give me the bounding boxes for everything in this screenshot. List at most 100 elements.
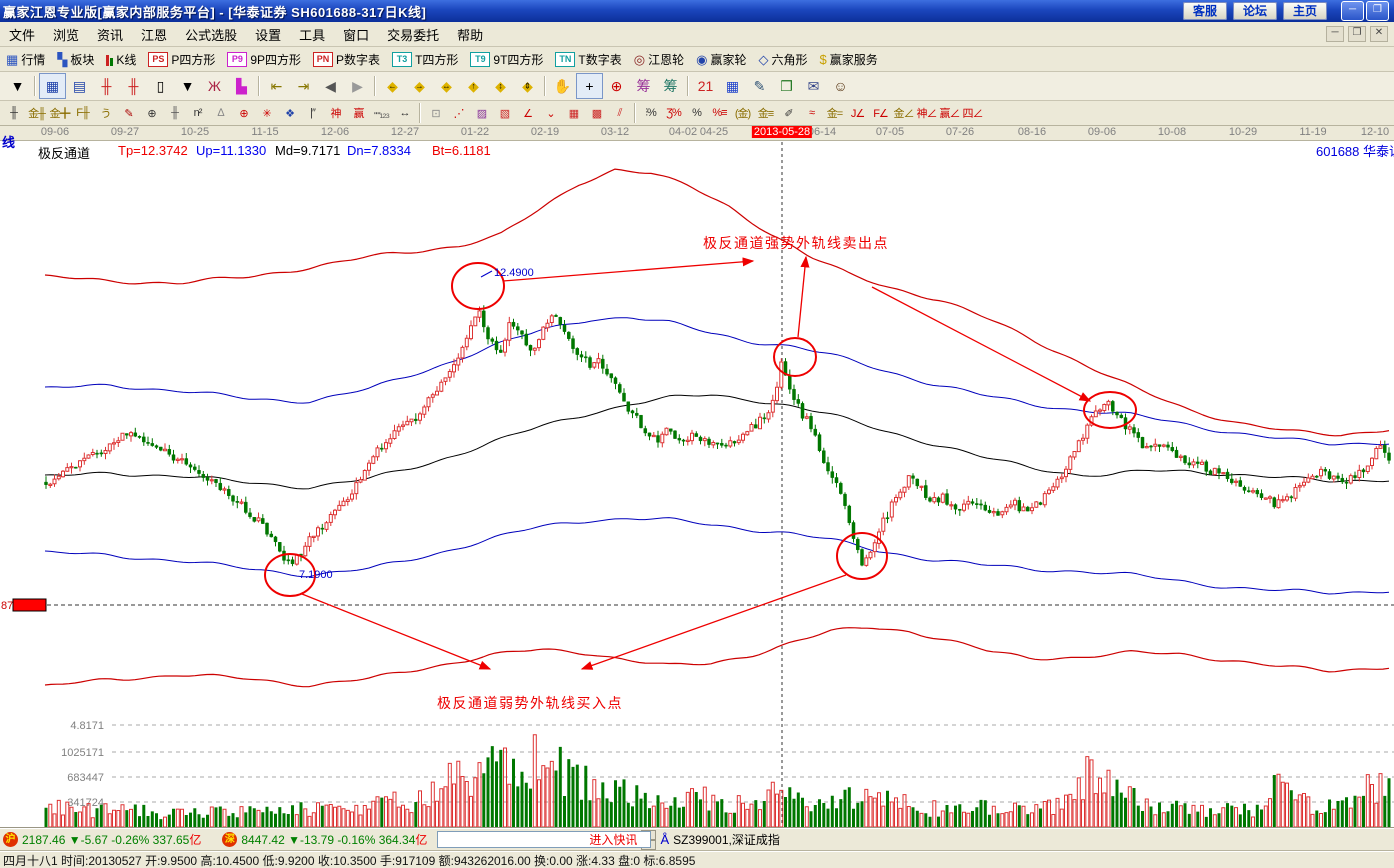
calendar-button[interactable]: 21 <box>692 73 719 99</box>
shanghai-index-icon[interactable]: 沪 <box>3 832 18 847</box>
gold-angle-button[interactable]: 金∠ <box>892 103 915 123</box>
k3-chart-button[interactable]: ╫ <box>93 73 120 99</box>
marker-pen-button[interactable]: ✎ <box>117 103 140 123</box>
gann-web2-button[interactable]: ❖ <box>278 103 301 123</box>
first-bar-button[interactable]: ⇤ <box>263 73 290 99</box>
menu-浏览[interactable]: 浏览 <box>44 22 88 47</box>
percent-col-button[interactable]: ⫶% <box>639 103 662 123</box>
menu-资讯[interactable]: 资讯 <box>88 22 132 47</box>
ruler-button[interactable]: ┉₁₂₃ <box>370 103 393 123</box>
diamond-hspan-button[interactable]: ◆↔ <box>433 73 460 99</box>
menu-江恩[interactable]: 江恩 <box>132 22 176 47</box>
candle-style-dropdown-button[interactable]: ▼ <box>174 73 201 99</box>
win-angle-button[interactable]: 赢∠ <box>938 103 961 123</box>
gann-web-button[interactable]: ✳ <box>255 103 278 123</box>
next-bar-button[interactable]: ▶ <box>344 73 371 99</box>
menu-设置[interactable]: 设置 <box>246 22 290 47</box>
toolbar-sectors[interactable]: ▚板块 <box>51 49 100 70</box>
toolbar-winner-service[interactable]: $赢家服务 <box>814 49 884 70</box>
wave-tool-button[interactable]: ≈ <box>800 103 823 123</box>
gold-grid-button[interactable]: 金╫ <box>25 103 48 123</box>
notes-button[interactable]: ✎ <box>746 73 773 99</box>
fan-lines-button[interactable]: ⋰ <box>447 103 470 123</box>
toolbar-kline[interactable]: K线 <box>100 49 142 70</box>
child-minimize-button[interactable]: ─ <box>1326 26 1344 42</box>
circle-grid-button[interactable]: ⊕ <box>140 103 163 123</box>
diamond-expand-button[interactable]: ◆⇕ <box>514 73 541 99</box>
shaded-box-button[interactable]: ▨ <box>470 103 493 123</box>
kline-chart-canvas[interactable]: 4.817110251716834473417248712.49007.1900… <box>0 141 1394 828</box>
chip-dist2-button[interactable]: 筹 <box>657 73 684 99</box>
toolbar-gann-wheel[interactable]: ◎江恩轮 <box>628 49 690 70</box>
diamond-left-button[interactable]: ◆← <box>379 73 406 99</box>
menu-交易委托[interactable]: 交易委托 <box>378 22 448 47</box>
gann-circle-button[interactable]: ⊕ <box>232 103 255 123</box>
toolbar-hexagon[interactable]: ◇六角形 <box>752 49 813 70</box>
j-angle-button[interactable]: J∠ <box>846 103 869 123</box>
diamond-right-button[interactable]: ◆→ <box>406 73 433 99</box>
grid-box2-button[interactable]: ▩ <box>585 103 608 123</box>
si-angle-button[interactable]: 四∠ <box>961 103 984 123</box>
menu-帮助[interactable]: 帮助 <box>448 22 492 47</box>
chip-dist-button[interactable]: 筹 <box>630 73 657 99</box>
gold-section-button[interactable]: (金) <box>731 103 754 123</box>
shaded-box2-button[interactable]: ▧ <box>493 103 516 123</box>
side-tab-kline[interactable]: 线 <box>2 132 15 151</box>
angle-fan-button[interactable]: ∠ <box>516 103 539 123</box>
grid-box-button[interactable]: ▦ <box>562 103 585 123</box>
gold-lines-button[interactable]: 金≡ <box>754 103 777 123</box>
child-close-button[interactable]: ✕ <box>1370 26 1388 42</box>
child-restore-button[interactable]: ❐ <box>1348 26 1366 42</box>
menu-文件[interactable]: 文件 <box>0 22 44 47</box>
brush-button[interactable]: ✐ <box>777 103 800 123</box>
k9-chart-button[interactable]: ╫ <box>120 73 147 99</box>
shen-angle-button[interactable]: 神∠ <box>915 103 938 123</box>
last-bar-button[interactable]: ⇥ <box>290 73 317 99</box>
save-button[interactable]: ❒ <box>773 73 800 99</box>
zoom-button[interactable]: ⊕ <box>603 73 630 99</box>
info-panel-button[interactable]: ▤ <box>66 73 93 99</box>
double-k-button[interactable]: Ж <box>201 73 228 99</box>
percent-lines-button[interactable]: %≡ <box>708 103 731 123</box>
remote-service-button[interactable]: ☺ <box>827 73 854 99</box>
fib-grid-button[interactable]: F╫ <box>71 103 94 123</box>
chart-layout-button[interactable]: ▦ <box>39 73 66 99</box>
quick-link[interactable]: 进入快讯 <box>589 831 637 848</box>
homepage-button[interactable]: 主页 <box>1283 2 1327 20</box>
percent-zone-button[interactable]: Ʒ% <box>662 103 685 123</box>
grid2-button[interactable]: ╫ <box>163 103 186 123</box>
restore-button[interactable]: ❐ <box>1366 1 1389 21</box>
gann-grid-button[interactable]: ╫ <box>2 103 25 123</box>
crosshair-button[interactable]: + <box>576 73 603 99</box>
diamond-up-button[interactable]: ◆↑ <box>460 73 487 99</box>
bar-measure-button[interactable]: |″ <box>301 103 324 123</box>
gold-channel-button[interactable]: 金= <box>823 103 846 123</box>
n-square-button[interactable]: n² <box>186 103 209 123</box>
toolbar-quotes[interactable]: ▦行情 <box>0 49 51 70</box>
toolbar-winner-wheel[interactable]: ◉赢家轮 <box>690 49 752 70</box>
box-tool-button[interactable]: ⊡ <box>424 103 447 123</box>
span-measure-button[interactable]: ↔ <box>393 103 416 123</box>
menu-窗口[interactable]: 窗口 <box>334 22 378 47</box>
spiral-button[interactable]: う <box>94 103 117 123</box>
menu-工具[interactable]: 工具 <box>290 22 334 47</box>
shenzhen-index-icon[interactable]: 深 <box>222 832 237 847</box>
period-dropdown-button[interactable]: ▼ <box>4 73 31 99</box>
gold-cross-button[interactable]: 金╋ <box>48 103 71 123</box>
shen-grid-button[interactable]: 神 <box>324 103 347 123</box>
win-grid-button[interactable]: 赢 <box>347 103 370 123</box>
pan-hand-button[interactable]: ✋ <box>549 73 576 99</box>
forum-button[interactable]: 论坛 <box>1233 2 1277 20</box>
percent-button[interactable]: % <box>685 103 708 123</box>
f-angle-button[interactable]: F∠ <box>869 103 892 123</box>
angle-mirror-button[interactable]: ∆ <box>209 103 232 123</box>
diamond-vspan-button[interactable]: ◆↕ <box>487 73 514 99</box>
menu-公式选股[interactable]: 公式选股 <box>176 22 246 47</box>
minimize-button[interactable]: ─ <box>1341 1 1364 21</box>
